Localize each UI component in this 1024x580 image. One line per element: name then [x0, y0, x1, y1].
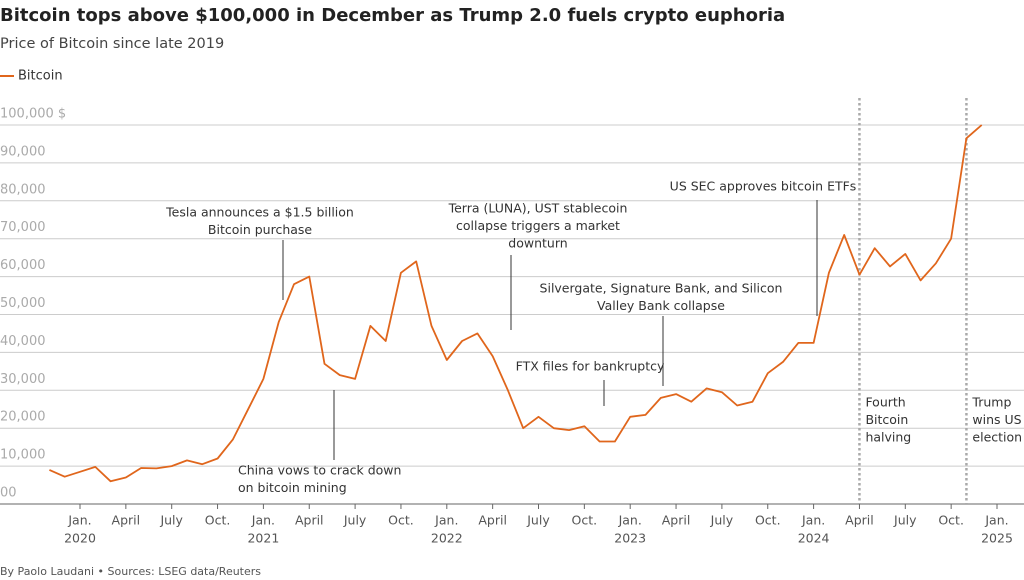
y-tick-label: 10,000: [0, 448, 46, 463]
x-tick-label: April: [845, 513, 874, 528]
annotation: downturn: [508, 236, 567, 251]
y-tick-label: 30,000: [0, 372, 46, 387]
annotation: on bitcoin mining: [238, 480, 347, 495]
y-tick-label: 90,000: [0, 144, 46, 159]
x-tick-year: 2021: [247, 531, 279, 546]
x-tick-year: 2022: [431, 531, 463, 546]
x-tick-label: Oct.: [572, 513, 598, 528]
x-tick-label: July: [343, 513, 367, 528]
annotation: Tesla announces a $1.5 billion: [165, 205, 354, 220]
annotation: Terra (LUNA), UST stablecoin: [448, 201, 628, 216]
x-tick-label: Jan.: [251, 513, 275, 528]
price-line: [49, 124, 983, 483]
y-tick-label: 00: [0, 486, 17, 501]
legend-label: Bitcoin: [18, 69, 63, 84]
x-tick-year: 2025: [981, 531, 1013, 546]
x-tick-label: Jan.: [801, 513, 825, 528]
x-tick-label: Jan.: [67, 513, 91, 528]
event-label: halving: [865, 430, 911, 445]
y-tick-label: 100,000 $: [0, 107, 66, 122]
annotation: FTX files for bankruptcy: [516, 359, 665, 374]
event-label: wins US: [972, 412, 1021, 427]
event-label: election: [972, 430, 1022, 445]
x-tick-label: July: [893, 513, 917, 528]
event-label: Bitcoin: [865, 412, 908, 427]
y-tick-label: 70,000: [0, 220, 46, 235]
x-tick-label: Oct.: [938, 513, 964, 528]
y-tick-label: 50,000: [0, 296, 46, 311]
annotation: Silvergate, Signature Bank, and Silicon: [540, 281, 783, 296]
x-tick-label: Oct.: [755, 513, 781, 528]
y-tick-label: 40,000: [0, 334, 46, 349]
annotation: collapse triggers a market: [456, 218, 620, 233]
event-label: Fourth: [865, 395, 905, 410]
y-tick-label: 80,000: [0, 182, 46, 197]
x-tick-label: Oct.: [388, 513, 414, 528]
x-tick-label: July: [710, 513, 734, 528]
x-tick-label: April: [662, 513, 691, 528]
x-tick-label: April: [112, 513, 141, 528]
x-tick-year: 2020: [64, 531, 96, 546]
x-tick-label: April: [295, 513, 324, 528]
x-tick-label: Jan.: [618, 513, 642, 528]
y-tick-label: 60,000: [0, 258, 46, 273]
x-tick-label: Jan.: [434, 513, 458, 528]
x-tick-year: 2024: [798, 531, 830, 546]
x-tick-label: April: [478, 513, 507, 528]
chart-subtitle: Price of Bitcoin since late 2019: [0, 36, 224, 52]
annotation: Bitcoin purchase: [208, 222, 313, 237]
annotation: US SEC approves bitcoin ETFs: [670, 179, 857, 194]
annotation: Valley Bank collapse: [597, 298, 725, 313]
y-tick-label: 20,000: [0, 410, 46, 425]
x-tick-label: July: [526, 513, 550, 528]
annotation: China vows to crack down: [238, 463, 401, 478]
x-tick-label: Oct.: [205, 513, 231, 528]
source: By Paolo Laudani • Sources: LSEG data/Re…: [0, 565, 261, 578]
x-tick-label: Jan.: [984, 513, 1008, 528]
x-tick-label: July: [159, 513, 183, 528]
event-label: Trump: [971, 395, 1011, 410]
x-tick-year: 2023: [614, 531, 646, 546]
chart-title: Bitcoin tops above $100,000 in December …: [0, 5, 785, 26]
